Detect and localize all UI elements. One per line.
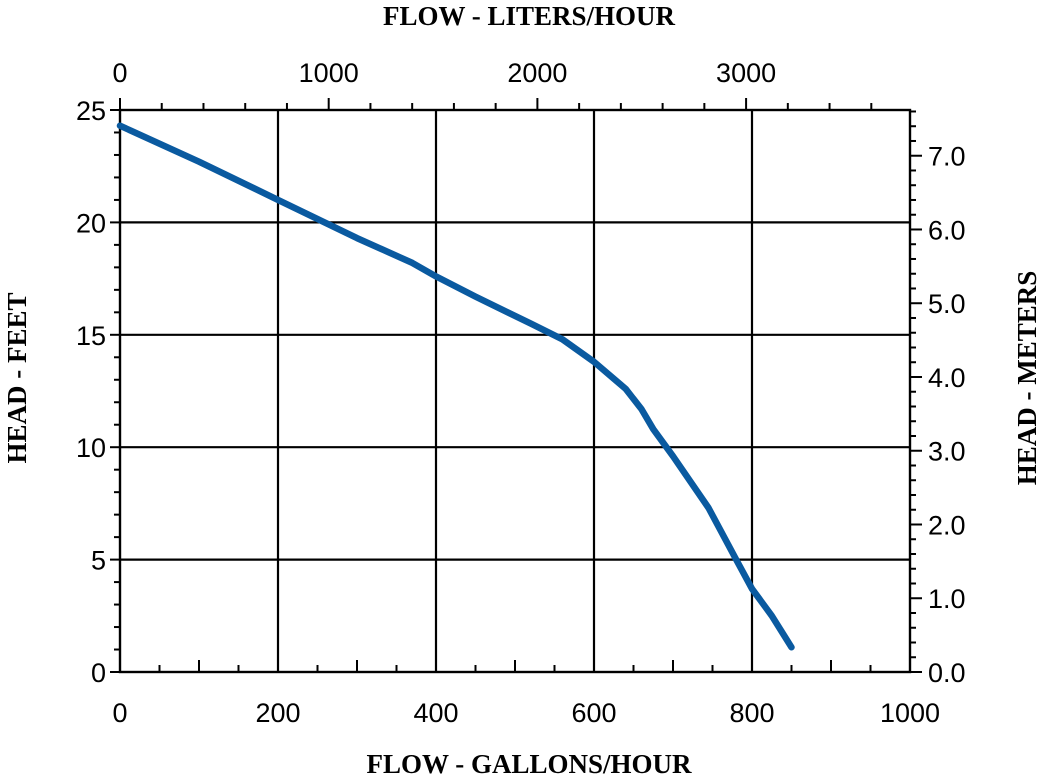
- y-tick-label-10: 10: [76, 433, 106, 463]
- top-tick-label-0: 0: [112, 58, 127, 88]
- top-tick-label-3000: 3000: [716, 58, 776, 88]
- x-tick-label-400: 400: [413, 698, 458, 728]
- y-tick-label-25: 25: [76, 96, 106, 126]
- tick-marks: [110, 98, 922, 673]
- right-tick-label-1.0: 1.0: [928, 584, 966, 614]
- y-tick-label-15: 15: [76, 321, 106, 351]
- right-tick-label-0.0: 0.0: [928, 658, 966, 688]
- x-tick-label-1000: 1000: [880, 698, 940, 728]
- x-axis-label: FLOW - GALLONS/HOUR: [366, 749, 692, 779]
- right-tick-label-4.0: 4.0: [928, 363, 966, 393]
- right-tick-label-2.0: 2.0: [928, 510, 966, 540]
- top-tick-label-1000: 1000: [299, 58, 359, 88]
- x-tick-label-200: 200: [255, 698, 300, 728]
- grid: [120, 110, 910, 672]
- top-axis-label: FLOW - LITERS/HOUR: [383, 1, 676, 31]
- y-tick-label-20: 20: [76, 208, 106, 238]
- right-tick-label-7.0: 7.0: [928, 142, 966, 172]
- y-axis-label: HEAD - FEET: [2, 292, 32, 463]
- top-tick-label-2000: 2000: [507, 58, 567, 88]
- right-axis-label: HEAD - METERS: [1012, 271, 1041, 486]
- right-tick-label-5.0: 5.0: [928, 289, 966, 319]
- x-tick-label-800: 800: [729, 698, 774, 728]
- plot-frame: [118, 108, 912, 674]
- y-tick-label-5: 5: [91, 546, 106, 576]
- right-tick-label-6.0: 6.0: [928, 215, 966, 245]
- x-tick-label-600: 600: [571, 698, 616, 728]
- x-tick-label-0: 0: [112, 698, 127, 728]
- head-flow-curve: [116, 122, 795, 651]
- y-tick-label-0: 0: [91, 658, 106, 688]
- right-tick-label-3.0: 3.0: [928, 437, 966, 467]
